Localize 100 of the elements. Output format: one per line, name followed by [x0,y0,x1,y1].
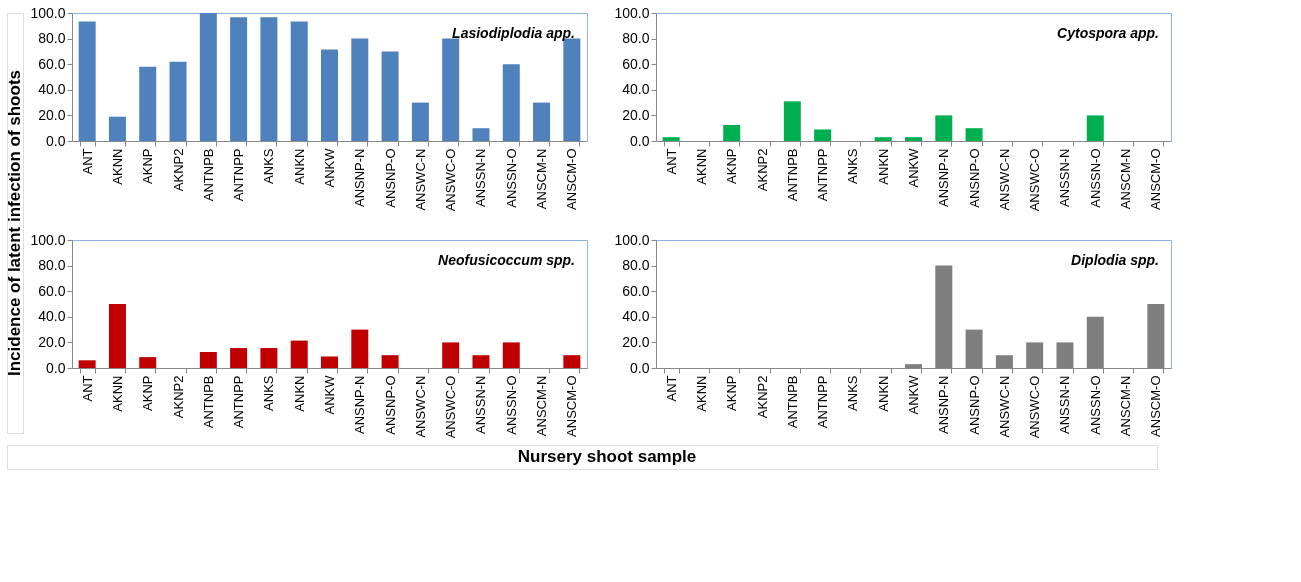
x-tick-label: ANSWC-N [996,375,1012,438]
x-tick-label: ANKW [906,147,921,188]
bar [169,61,187,141]
y-tick-label: 0.0 [630,359,650,376]
x-tick-label: ANKS [845,148,861,184]
x-tick-label: ANKN [291,148,307,185]
bar [381,355,399,368]
bar [935,115,953,141]
bar [139,66,157,141]
x-tick-label: AKNN [109,375,125,412]
bar [78,21,96,141]
x-tick-label: ANT [663,375,679,402]
y-tick-label: 0.0 [46,359,66,376]
x-tick-label: ANSCM-N [534,375,550,437]
bar [502,64,520,141]
x-tick-label: ANSNP-N [352,375,368,435]
bar [108,116,126,141]
x-tick-label: ANTNPP [231,375,247,429]
bar [814,129,832,141]
bar [783,101,801,141]
x-tick-label: ANSCM-O [564,148,580,210]
bar [321,49,338,141]
bar [472,128,490,141]
bar [108,304,126,368]
x-tick-label: ANTNPB [784,148,800,202]
x-tick-label: ANT [663,148,679,175]
y-tick-label: 60.0 [38,282,66,299]
x-tick-label: ANKS [261,148,277,184]
annotation: Cytospora app. [1057,25,1159,41]
x-tick-label: ANSSN-O [503,148,519,208]
x-tick-label: ANSWC-O [1027,375,1043,439]
y-tick-label: 40.0 [38,81,66,98]
bar [78,360,96,368]
x-tick-label: AKNN [693,375,709,412]
y-tick-label: 40.0 [622,308,650,325]
bar [502,342,520,368]
x-tick-label: ANTNPP [815,375,831,429]
x-tick-label: AKNP [724,148,740,184]
x-tick-label: ANSWC-O [443,375,459,439]
y-tick-label: 100.0 [614,4,650,21]
x-tick-label: ANKN [875,375,891,412]
x-tick-label: ANSNP-O [382,375,398,435]
x-tick-label: ANSSN-O [1087,148,1103,208]
x-tick-label: AKNP2 [754,375,770,419]
y-tick-label: 0.0 [46,132,66,149]
x-tick-label: ANSNP-N [936,148,952,208]
bar [533,102,551,141]
x-tick-label: ANSCM-O [1148,375,1164,437]
bar [662,137,680,141]
x-tick-label: ANSSN-N [1057,375,1073,435]
y-tick-label: 40.0 [38,308,66,325]
x-tick-label: ANTNPB [200,148,216,202]
x-tick-label: ANSSN-O [503,375,519,435]
bar [442,342,460,368]
x-tick-label: ANTNPP [815,148,831,202]
y-tick-label: 60.0 [38,55,66,72]
x-tick-label: ANSNP-O [382,148,398,208]
x-tick-label: AKNN [693,148,709,185]
x-tick-label: ANKW [322,374,337,415]
bar [1086,115,1104,141]
y-tick-label: 0.0 [630,132,650,149]
x-tick-label: ANSCM-O [564,375,580,437]
bar [321,356,338,368]
y-tick-label: 80.0 [622,30,650,47]
bar [290,21,308,141]
y-tick-label: 20.0 [38,333,66,350]
x-tick-label: ANSSN-N [473,375,489,435]
y-tick-label: 100.0 [30,4,66,21]
x-axis-title: Nursery shoot sample [517,447,697,466]
x-tick-label: ANKS [261,375,277,411]
x-tick-label: ANSCM-O [1148,148,1164,210]
y-tick-label: 40.0 [622,81,650,98]
y-tick-label: 80.0 [38,257,66,274]
bar [381,51,399,141]
x-tick-label: ANSCM-N [534,148,550,210]
y-axis-title: Incidence of latent infection of shoots [5,69,24,377]
x-tick-label: AKNP2 [754,148,770,192]
bar [260,17,278,141]
bar [411,102,429,141]
x-tick-label: ANSWC-O [443,148,459,212]
x-tick-label: ANSSN-O [1087,375,1103,435]
x-tick-label: ANKW [906,374,921,415]
y-tick-label: 80.0 [38,30,66,47]
bar [472,355,490,368]
y-tick-label: 100.0 [614,231,650,248]
x-tick-label: ANKN [875,148,891,185]
x-tick-label: AKNP [140,375,156,411]
y-tick-label: 20.0 [38,106,66,123]
x-tick-label: ANSWC-N [412,375,428,438]
bar [905,137,922,141]
annotation: Lasiodiplodia app. [452,25,575,41]
x-tick-label: ANSWC-N [412,148,428,211]
bar [230,348,248,368]
x-tick-label: ANTNPP [231,148,247,202]
x-tick-label: ANSCM-N [1118,148,1134,210]
bar [351,38,369,141]
x-tick-label: ANSWC-O [1027,148,1043,212]
x-tick-label: ANSCM-N [1118,375,1134,437]
y-tick-label: 20.0 [622,106,650,123]
x-tick-label: AKNP [140,148,156,184]
